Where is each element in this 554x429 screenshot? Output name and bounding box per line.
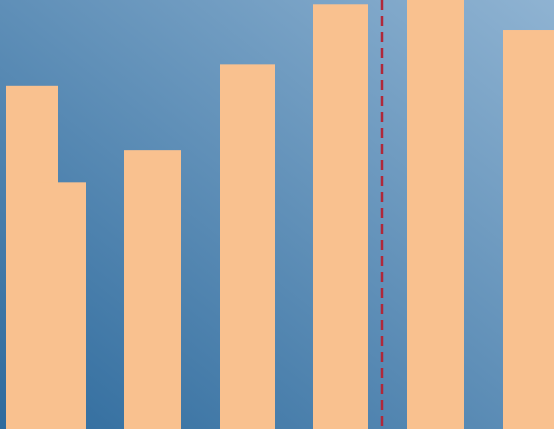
bar-series bbox=[6, 0, 554, 429]
bar-6 bbox=[407, 0, 464, 429]
bar-2 bbox=[40, 182, 86, 429]
bar-7 bbox=[503, 30, 554, 429]
bar-5 bbox=[313, 4, 368, 429]
bar-3 bbox=[124, 150, 181, 429]
bar-4 bbox=[220, 64, 275, 429]
